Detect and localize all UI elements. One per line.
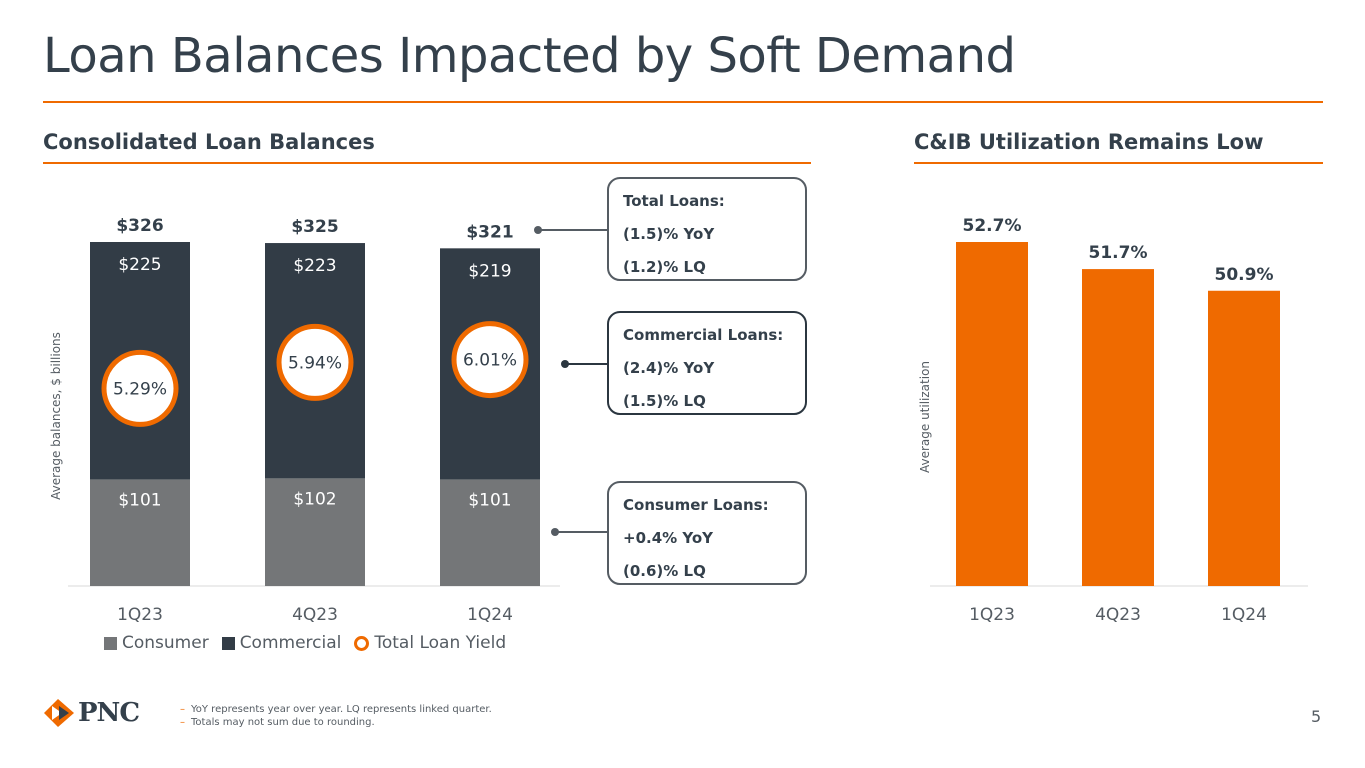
y-axis-label: Average balances, $ billions	[49, 332, 63, 500]
consumer-value-label: $102	[293, 489, 336, 509]
footnotes: – YoY represents year over year. LQ repre…	[180, 703, 492, 729]
loan-balances-chart: Average balances, $ billions $101 $225 $326…	[49, 216, 560, 625]
consumer-connector-dot	[551, 528, 559, 536]
utilization-bar	[1082, 269, 1154, 586]
commercial-loans-callout: Commercial Loans: (2.4)% YoY (1.5)% LQ	[607, 311, 807, 415]
utilization-value-label: 52.7%	[963, 216, 1022, 236]
commercial-value-label: $223	[293, 256, 336, 276]
legend-yield: Total Loan Yield	[354, 633, 506, 653]
legend-label: Commercial	[239, 633, 342, 653]
legend-yield-ring-icon	[354, 635, 370, 651]
x-tick-label: 1Q24	[467, 605, 513, 625]
callout-yoy: (2.4)% YoY	[623, 359, 715, 377]
commercial-value-label: $219	[468, 261, 511, 281]
x-tick-label: 1Q23	[969, 605, 1015, 625]
legend-commercial: Commercial	[221, 633, 342, 653]
right-section-heading: C&IB Utilization Remains Low	[914, 130, 1264, 154]
x-tick-label: 1Q23	[117, 605, 163, 625]
callout-heading: Total Loans:	[623, 192, 725, 210]
consumer-bar	[440, 479, 540, 586]
yield-marker	[451, 321, 529, 399]
total-value-label: $325	[291, 217, 338, 237]
total-value-label: $321	[466, 222, 513, 242]
consumer-value-label: $101	[118, 490, 161, 510]
total-loans-connector-dot	[534, 226, 542, 234]
utilization-value-label: 51.7%	[1089, 243, 1148, 263]
commercial-connector-dot	[561, 360, 569, 368]
callout-lq: (1.5)% LQ	[623, 392, 706, 410]
left-section-heading: Consolidated Loan Balances	[43, 130, 375, 154]
yield-marker	[101, 349, 179, 427]
chart-legend: Consumer Commercial Total Loan Yield	[104, 633, 519, 653]
footnote: – Totals may not sum due to rounding.	[180, 717, 375, 728]
total-loans-callout: Total Loans: (1.5)% YoY (1.2)% LQ	[607, 177, 807, 281]
x-tick-label: 4Q23	[292, 605, 338, 625]
x-tick-label: 1Q24	[1221, 605, 1267, 625]
yield-label: 5.94%	[288, 353, 342, 373]
pnc-logo-icon	[44, 699, 74, 727]
pnc-logo: PNC	[42, 697, 140, 729]
yield-marker	[276, 323, 354, 401]
legend-consumer-swatch	[104, 636, 117, 650]
legend-label: Consumer	[122, 633, 209, 653]
total-value-label: $326	[116, 216, 163, 236]
page-title: Loan Balances Impacted by Soft Demand	[43, 28, 1016, 84]
consumer-bar	[265, 478, 365, 586]
callout-lq: (1.2)% LQ	[623, 258, 706, 276]
title-divider	[43, 101, 1323, 103]
legend-label: Total Loan Yield	[374, 633, 507, 653]
utilization-bar	[956, 242, 1028, 586]
consumer-bar	[90, 479, 190, 586]
commercial-value-label: $225	[118, 255, 161, 275]
callout-heading: Consumer Loans:	[623, 496, 769, 514]
yield-label: 5.29%	[113, 379, 167, 399]
callout-connectors	[534, 226, 607, 536]
legend-consumer: Consumer	[104, 633, 209, 653]
consumer-loans-callout: Consumer Loans: +0.4% YoY (0.6)% LQ	[607, 481, 807, 585]
callout-yoy: +0.4% YoY	[623, 529, 714, 547]
x-tick-label: 4Q23	[1095, 605, 1141, 625]
callout-lq: (0.6)% LQ	[623, 562, 706, 580]
callout-heading: Commercial Loans:	[623, 326, 784, 344]
legend-commercial-swatch	[221, 636, 235, 650]
utilization-value-label: 50.9%	[1215, 265, 1274, 285]
page-number: 5	[1311, 707, 1322, 726]
logo-wordmark: PNC	[78, 698, 140, 728]
consumer-value-label: $101	[468, 490, 511, 510]
yield-label: 6.01%	[463, 351, 517, 371]
utilization-chart: Average utilization 52.7% 1Q23 51.7% 4Q23 50.…	[918, 216, 1308, 625]
footnote: – YoY represents year over year. LQ repre…	[180, 704, 492, 715]
right-section-divider	[914, 162, 1323, 164]
utilization-bar	[1208, 290, 1280, 586]
callout-yoy: (1.5)% YoY	[623, 225, 715, 243]
y-axis-label: Average utilization	[918, 361, 932, 473]
left-section-divider	[43, 162, 811, 164]
